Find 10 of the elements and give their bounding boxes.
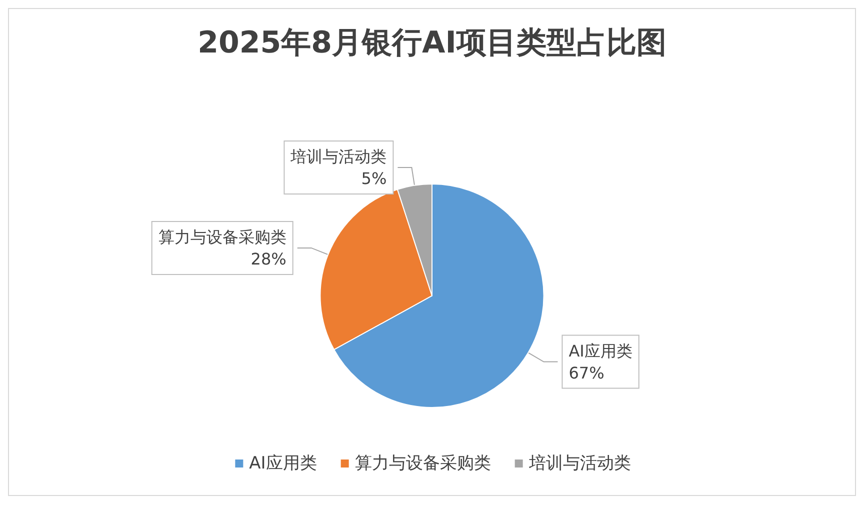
legend-label: 培训与活动类 <box>528 454 631 474</box>
data-label: 5% <box>361 169 387 188</box>
data-label: 67% <box>568 363 604 382</box>
data-label: 28% <box>250 249 286 268</box>
legend-label: AI应用类 <box>249 454 317 474</box>
legend-label: 算力与设备采购类 <box>354 454 491 474</box>
slice-label: 算力与设备采购类 <box>158 227 286 246</box>
slice-label: AI应用类 <box>568 341 632 360</box>
slice-label: 培训与活动类 <box>290 147 387 166</box>
chart-title: 2025年8月银行AI项目类型占比图 <box>198 26 666 60</box>
